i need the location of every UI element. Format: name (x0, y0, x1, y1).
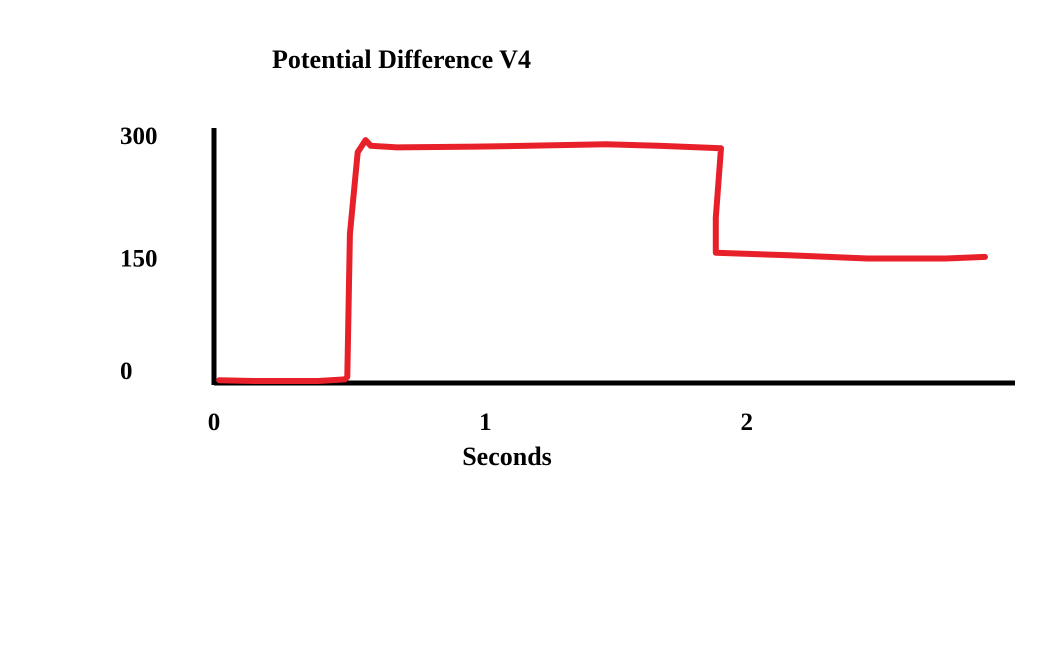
x-tick-label: 0 (208, 409, 221, 436)
x-tick-labels: 0 1 2 (208, 409, 753, 436)
x-tick-label: 2 (740, 409, 753, 436)
y-tick-label: 300 (120, 123, 158, 150)
y-tick-labels: 0 150 300 (120, 123, 158, 385)
chart-title: Potential Difference V4 (272, 45, 531, 74)
x-tick-label: 1 (479, 409, 492, 436)
series-line (216, 137, 988, 384)
y-tick-label: 0 (120, 358, 133, 385)
y-tick-label: 150 (120, 246, 158, 273)
series-lines (216, 137, 988, 384)
x-axis-label: Seconds (462, 442, 552, 471)
